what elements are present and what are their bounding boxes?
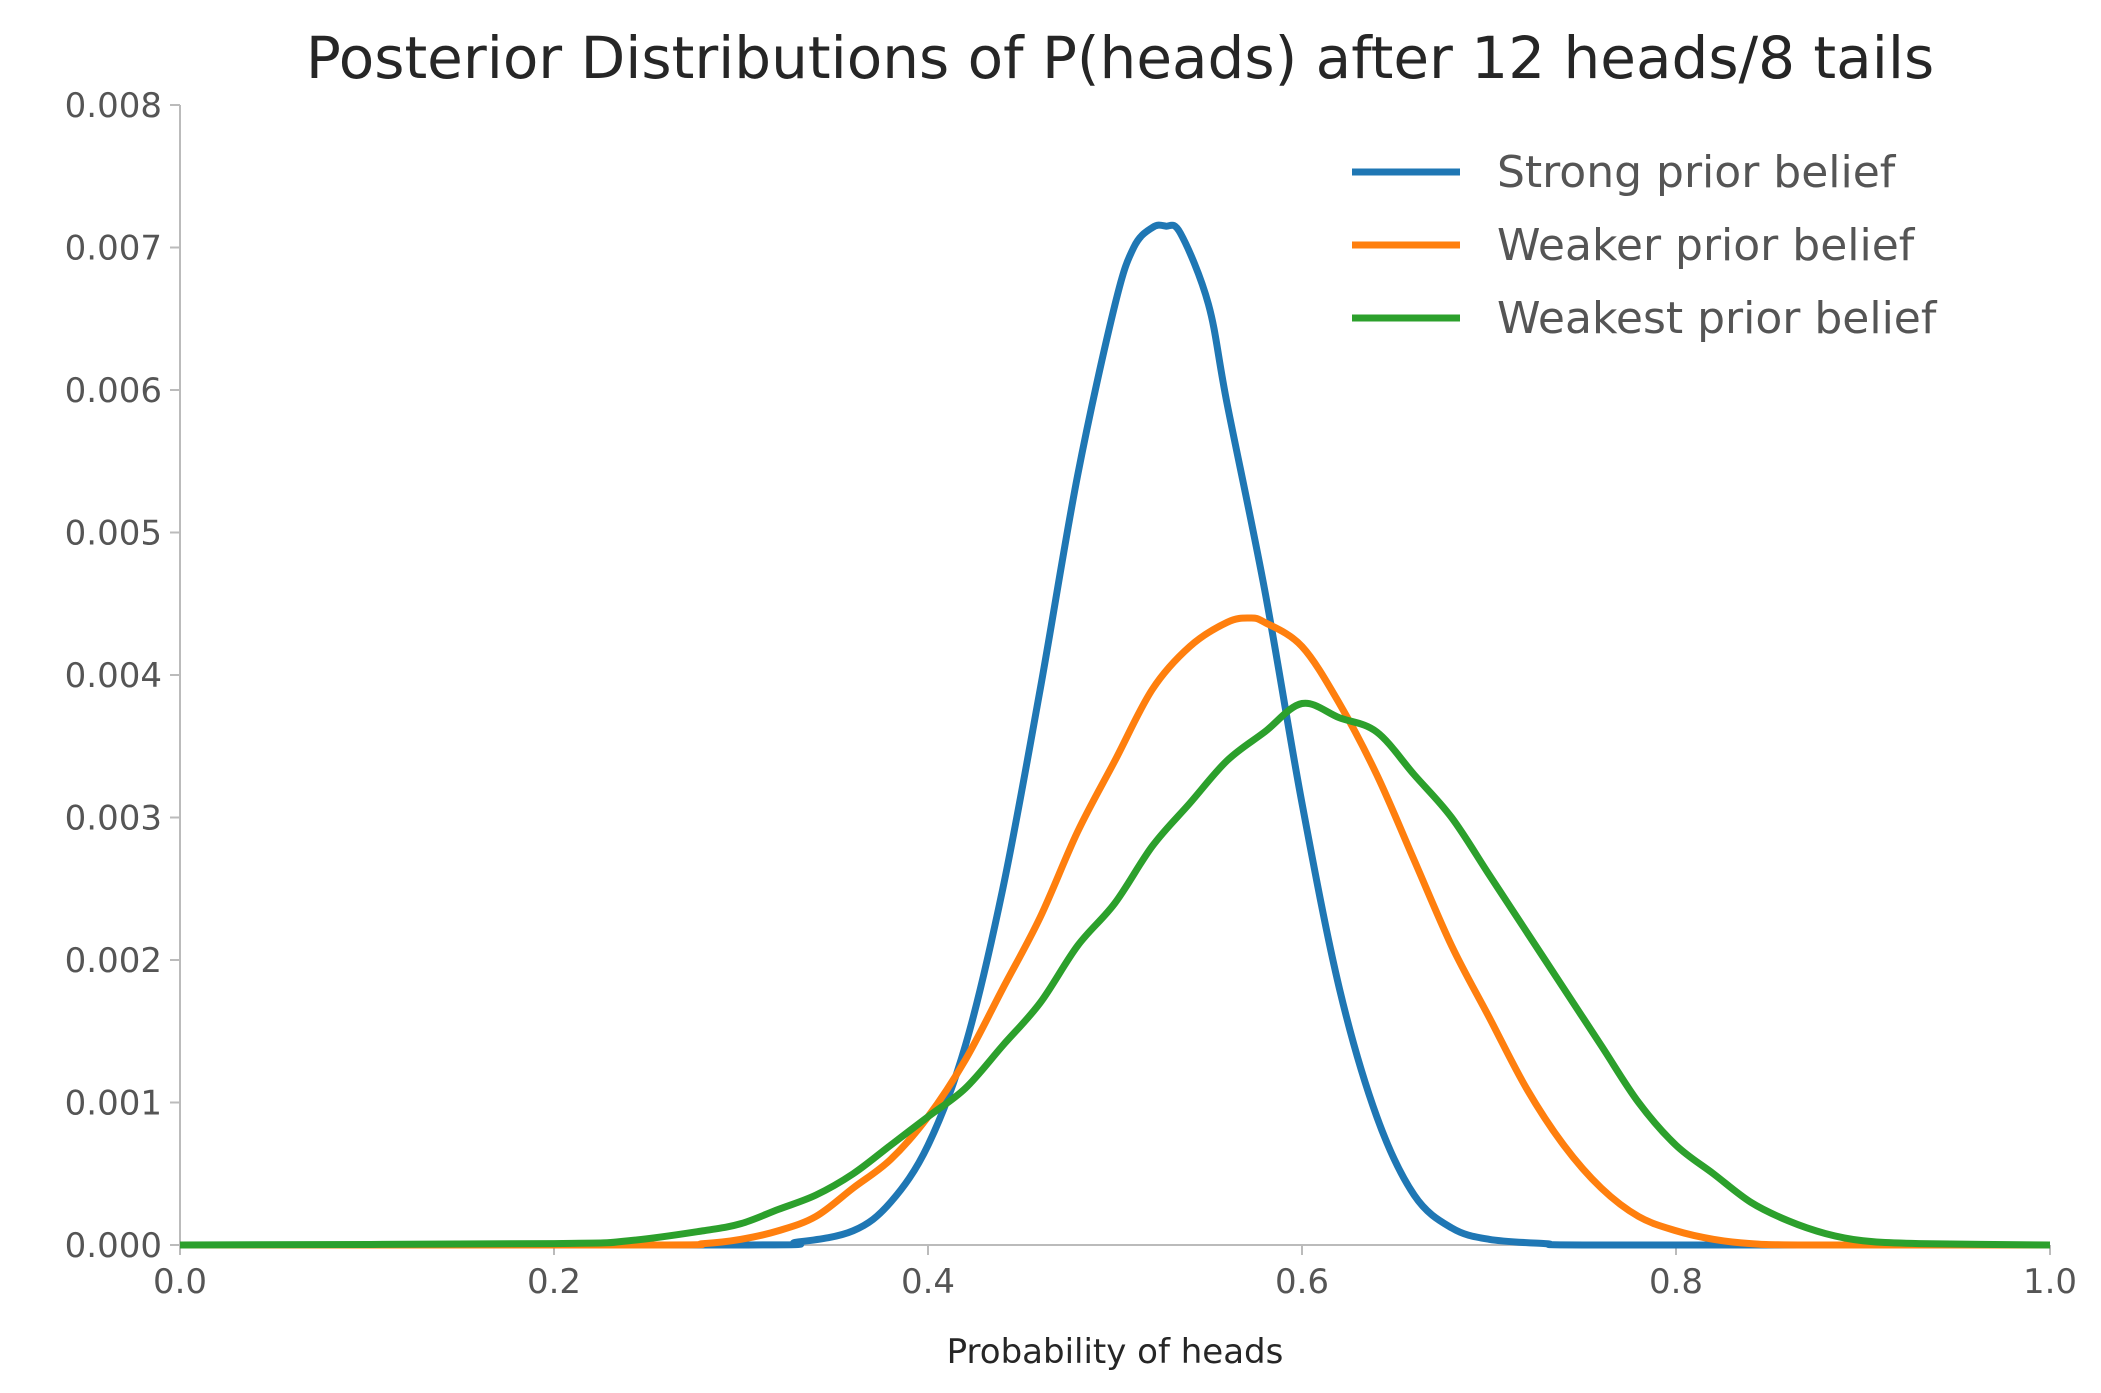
x-tick-label: 0.8	[1649, 1262, 1703, 1302]
chart-title: Posterior Distributions of P(heads) afte…	[306, 24, 1934, 92]
series-lines	[179, 221, 2051, 1249]
y-tick-label: 0.005	[65, 514, 162, 554]
legend-label-strong-prior-belief: Strong prior belief	[1497, 147, 1897, 198]
y-tick-label: 0.004	[65, 656, 162, 696]
legend: Strong prior belief Weaker prior belief We…	[1352, 147, 1938, 344]
legend-label-weaker-prior-belief: Weaker prior belief	[1497, 220, 1916, 271]
x-axis-ticks: 0.0 0.2 0.4 0.6 0.8 1.0	[153, 1245, 2077, 1302]
y-tick-label: 0.008	[65, 86, 162, 126]
legend-label-weakest-prior-belief: Weakest prior belief	[1497, 293, 1938, 344]
series-line-weaker-prior-belief	[180, 614, 2050, 1249]
y-tick-label: 0.006	[65, 371, 162, 411]
y-tick-label: 0.002	[65, 941, 162, 981]
series-line-strong-prior-belief	[180, 221, 2050, 1249]
x-tick-label: 0.0	[153, 1262, 207, 1302]
x-axis-label: Probability of heads	[947, 1332, 1284, 1372]
x-tick-label: 0.2	[527, 1262, 581, 1302]
y-tick-label: 0.007	[65, 229, 162, 269]
y-axis-ticks: 0.000 0.001 0.002 0.003 0.004 0.005 0.006 0.007…	[65, 86, 180, 1266]
x-tick-label: 1.0	[2023, 1262, 2077, 1302]
y-tick-label: 0.003	[65, 799, 162, 839]
plot-area: 0.0 0.2 0.4 0.6 0.8 1.0 0.0000.0010.0020.0030…	[65, 86, 2077, 1302]
series-line-weakest-prior-belief	[179, 699, 2051, 1249]
x-tick-label: 0.6	[1275, 1262, 1329, 1302]
x-tick-label: 0.4	[901, 1262, 955, 1302]
y-tick-label: 0.000	[65, 1226, 162, 1266]
y-tick-label: 0.001	[65, 1084, 162, 1124]
